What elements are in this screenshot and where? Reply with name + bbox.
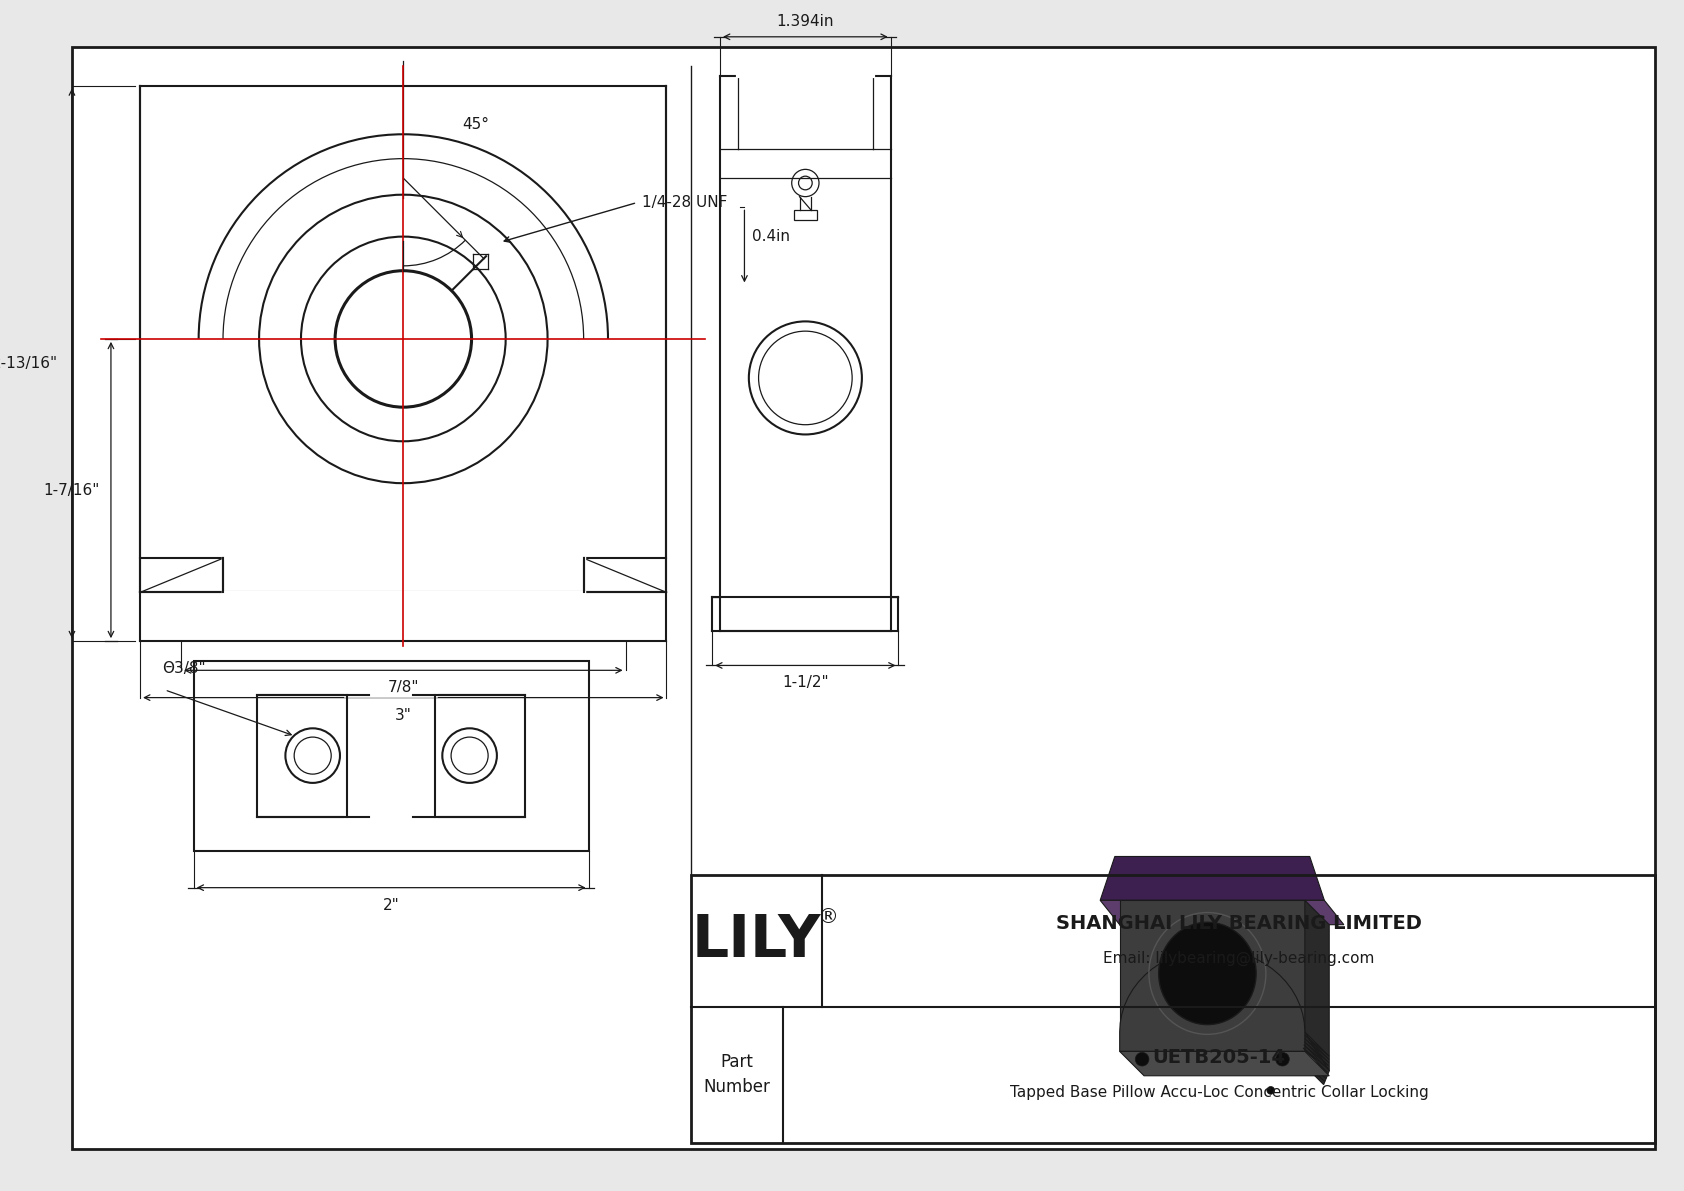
Polygon shape xyxy=(1120,1052,1329,1075)
Circle shape xyxy=(1266,1086,1275,1095)
Text: Email: lilybearing@lily-bearing.com: Email: lilybearing@lily-bearing.com xyxy=(1103,950,1374,966)
Text: ®: ® xyxy=(817,908,839,928)
Text: UETB205-14: UETB205-14 xyxy=(1152,1048,1285,1067)
Text: 0.4in: 0.4in xyxy=(753,229,790,244)
Bar xyxy=(690,875,1655,1143)
Text: 1-7/16": 1-7/16" xyxy=(44,482,99,498)
Text: 2-13/16": 2-13/16" xyxy=(0,356,59,370)
Text: 3": 3" xyxy=(394,707,413,723)
Ellipse shape xyxy=(1159,922,1256,1024)
Text: Θ3/8": Θ3/8" xyxy=(163,661,205,676)
Text: LILY: LILY xyxy=(692,912,822,969)
Polygon shape xyxy=(1120,900,1305,1052)
Polygon shape xyxy=(1120,949,1305,1052)
Bar xyxy=(793,211,817,220)
Bar xyxy=(258,694,525,817)
Text: 1-1/2": 1-1/2" xyxy=(781,675,829,691)
Text: 7/8": 7/8" xyxy=(387,680,419,696)
Circle shape xyxy=(1275,1053,1290,1066)
Text: 45°: 45° xyxy=(461,117,488,132)
Text: Part
Number: Part Number xyxy=(704,1053,771,1096)
Polygon shape xyxy=(1100,856,1324,900)
Text: 1/4-28 UNF: 1/4-28 UNF xyxy=(642,195,727,210)
Polygon shape xyxy=(1305,900,1329,1071)
Circle shape xyxy=(1135,1053,1148,1066)
Text: SHANGHAI LILY BEARING LIMITED: SHANGHAI LILY BEARING LIMITED xyxy=(1056,913,1421,933)
Text: 1.394in: 1.394in xyxy=(776,14,834,29)
Polygon shape xyxy=(1100,900,1344,924)
Bar xyxy=(194,661,588,850)
Text: Tapped Base Pillow Accu-Loc Concentric Collar Locking: Tapped Base Pillow Accu-Loc Concentric C… xyxy=(1010,1085,1428,1099)
Text: 2": 2" xyxy=(382,898,399,912)
Polygon shape xyxy=(1300,1031,1329,1085)
